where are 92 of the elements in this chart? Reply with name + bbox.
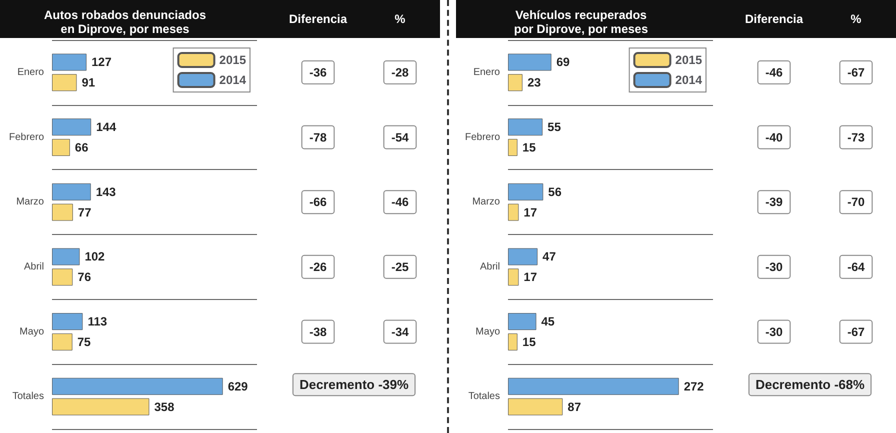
text: -39 [765,195,783,210]
y-tick-label: Totales [468,391,500,402]
bar [508,138,518,156]
chart-title: Vehículos recuperados por Diprove, por meses [514,8,648,36]
text: -64 [847,260,865,274]
legend-label: 2014 [675,73,702,87]
bar [52,313,83,330]
bar [508,378,679,395]
data-label: 45 [541,314,555,329]
data-label: 66 [74,140,89,154]
bar [52,54,86,71]
data-label: 75 [77,334,92,349]
y-tick-label: Enero [473,66,500,78]
data-label: 358 [154,400,175,414]
bar [508,74,522,92]
legend-label: 2014 [219,73,246,87]
data-label: 77 [78,205,92,220]
text: -54 [391,130,409,144]
data-label: 91 [82,76,96,90]
y-tick-label: Abril [480,261,500,272]
data-label: 56 [548,184,562,199]
y-tick-label: Marzo [16,196,44,208]
text: -34 [391,324,409,339]
bar [508,248,538,266]
text: -40 [765,130,783,144]
text: -38 [309,324,327,339]
data-label: 15 [522,334,536,349]
bar [508,398,563,416]
data-label: 629 [228,379,248,394]
text: Diferencia [288,12,348,26]
text: -46 [765,65,783,80]
data-label: 55 [548,120,562,134]
legend-label: 2015 [675,53,702,67]
bar [52,204,73,221]
bar [508,313,536,330]
y-tick-label: Totales [12,391,44,402]
text: -70 [847,195,865,210]
bar [508,268,519,286]
text: -78 [309,130,327,144]
text: -30 [765,260,783,274]
bar [52,268,73,286]
bar [52,183,91,200]
bar [508,333,518,350]
data-label: 69 [556,55,570,70]
text: % [394,12,406,26]
text: -36 [309,65,327,80]
bar [52,138,70,156]
text: -66 [309,195,327,210]
text: Decremento -39% [299,377,409,392]
bar [508,54,552,71]
text: % [850,12,862,26]
y-tick-label: Mayo [20,326,44,338]
y-tick-label: Febrero [8,132,44,143]
data-label: 272 [684,379,704,394]
text: -67 [847,324,865,339]
y-tick-label: Enero [17,66,44,78]
bar [52,333,72,350]
y-tick-label: Abril [24,261,44,272]
bar [508,118,543,136]
bar [52,378,223,395]
text: -28 [391,65,409,80]
text: -30 [765,324,783,339]
text: -67 [847,65,865,80]
bar [52,74,77,92]
data-label: 47 [542,250,556,264]
data-label: 102 [84,250,106,264]
text: -26 [309,260,327,274]
data-label: 15 [522,140,536,154]
bar [52,118,92,136]
data-label: 143 [96,184,116,199]
bar [52,248,80,266]
text: Diferencia [744,12,804,26]
text: -25 [391,260,409,274]
text: -46 [391,195,409,210]
data-label: 17 [524,205,538,220]
y-tick-label: Marzo [472,196,500,208]
data-label: 113 [88,314,108,329]
data-label: 76 [78,270,92,284]
data-label: 87 [568,400,582,414]
legend-label: 2015 [219,53,246,67]
y-tick-label: Febrero [464,132,500,143]
y-tick-label: Mayo [476,326,500,338]
bar [52,398,150,416]
text: -73 [847,130,865,144]
bar [508,204,519,221]
data-label: 127 [91,55,112,70]
data-label: 144 [96,120,116,134]
data-label: 23 [527,76,542,90]
chart-title: Autos robados denunciados en Diprove, por meses [44,8,206,36]
text: Decremento -68% [755,377,865,392]
data-label: 17 [524,270,538,284]
bar [508,183,544,200]
